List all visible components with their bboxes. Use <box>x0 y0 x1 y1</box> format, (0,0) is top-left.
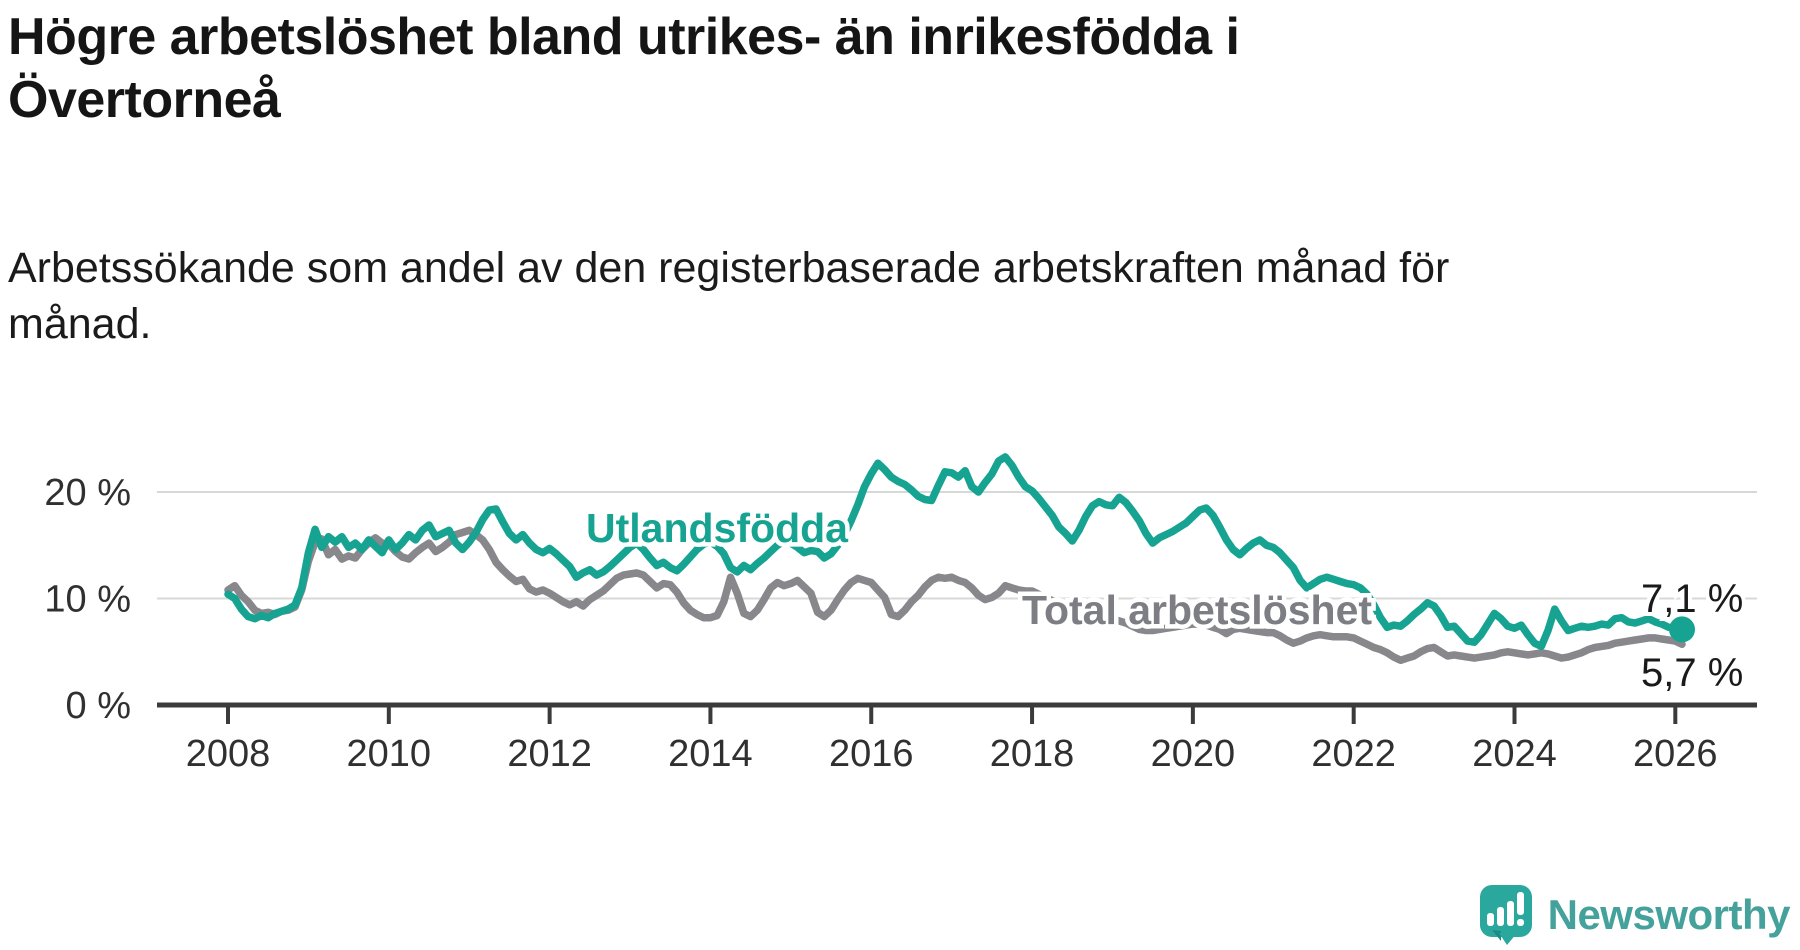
x-tick-label: 2016 <box>829 733 914 775</box>
x-tick-label: 2024 <box>1472 733 1557 775</box>
x-tick-label: 2022 <box>1311 733 1396 775</box>
y-tick-label: 20 % <box>44 472 131 514</box>
newsworthy-logo-text: Newsworthy <box>1547 891 1791 938</box>
series-label-utlandsfodda: Utlandsfödda <box>586 505 849 551</box>
chart-title: Högre arbetslöshet bland utrikes- än inr… <box>8 8 1240 129</box>
x-tick-label: 2008 <box>186 733 271 775</box>
chart-subtitle: Arbetssökande som andel av den registerb… <box>8 244 1450 348</box>
x-tick-label: 2010 <box>347 733 432 775</box>
x-tick-label: 2018 <box>990 733 1075 775</box>
series-line-total <box>224 526 1686 665</box>
series-line-utlandsfodda <box>224 453 1686 651</box>
end-value-label-utlandsfodda: 7,1 % <box>1641 577 1743 621</box>
series-end-dot <box>1669 616 1696 643</box>
y-tick-label: 0 % <box>66 685 131 727</box>
y-tick-label: 10 % <box>44 579 131 621</box>
x-tick-label: 2026 <box>1633 733 1718 775</box>
x-tick-label: 2020 <box>1151 733 1236 775</box>
branding-footer: Newsworthy <box>1479 884 1791 946</box>
x-tick-label: 2012 <box>507 733 592 775</box>
end-value-label-total: 5,7 % <box>1641 651 1743 695</box>
series-label-total: Total arbetslöshet <box>1022 587 1372 633</box>
newsworthy-logo-icon <box>1479 885 1532 945</box>
x-tick-label: 2014 <box>668 733 753 775</box>
